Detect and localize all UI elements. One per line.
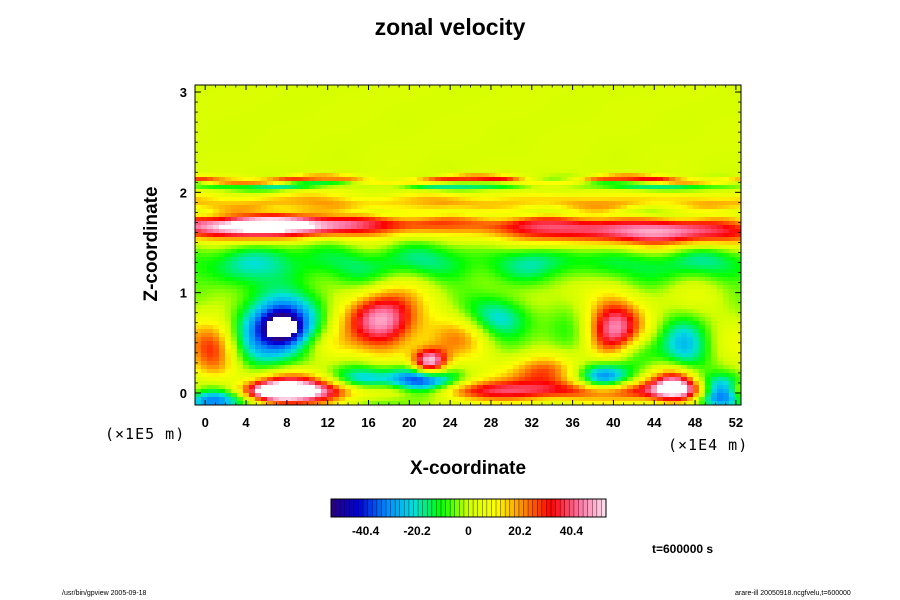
colorbar-segment	[491, 499, 497, 517]
colorbar-segment	[573, 499, 579, 517]
colorbar-segment	[532, 499, 538, 517]
colorbar-tick-label: -20.2	[403, 524, 431, 538]
y-tick-label: 1	[180, 286, 187, 301]
y-axis: 0 1 2 3	[180, 85, 741, 401]
x-tick-label: 36	[565, 415, 579, 430]
y-axis-label: Z-coordinate	[141, 186, 162, 302]
colorbar-tick-label: 0	[465, 524, 472, 538]
x-tick-label: 20	[402, 415, 416, 430]
plot-frame	[194, 84, 742, 406]
colorbar-segment	[441, 499, 447, 517]
y-tick-label: 2	[180, 185, 187, 200]
colorbar-segment	[353, 499, 359, 517]
x-tick-label: 44	[647, 415, 662, 430]
colorbar-segment	[592, 499, 598, 517]
x-tick-label: 28	[484, 415, 498, 430]
x-tick-label: 0	[202, 415, 209, 430]
colorbar-tick-label: 20.2	[508, 524, 532, 538]
x-tick-label: 48	[688, 415, 702, 430]
colorbar-segment	[459, 499, 465, 517]
colorbar-segment	[372, 499, 378, 517]
colorbar-segment	[363, 499, 369, 517]
colorbar-segment	[551, 499, 557, 517]
colorbar-segment	[445, 499, 451, 517]
colorbar-segment	[541, 499, 547, 517]
x-tick-label: 12	[320, 415, 334, 430]
x-tick-label: 32	[525, 415, 539, 430]
colorbar-segment	[509, 499, 515, 517]
colorbar-segment	[537, 499, 543, 517]
x-tick-label: 24	[443, 415, 458, 430]
colorbar-segment	[335, 499, 341, 517]
colorbar-segment	[386, 499, 392, 517]
colorbar-segment	[555, 499, 561, 517]
colorbar-tick-label: 40.4	[560, 524, 584, 538]
colorbar-segment	[468, 499, 474, 517]
colorbar-segment	[583, 499, 589, 517]
colorbar-segment	[349, 499, 355, 517]
colorbar-segment	[546, 499, 552, 517]
heatmap-field	[195, 85, 741, 405]
colorbar-segment	[596, 499, 602, 517]
x-tick-label: 8	[283, 415, 290, 430]
colorbar-segment	[518, 499, 524, 517]
y-tick-label: 0	[180, 386, 187, 401]
colorbar-segment	[569, 499, 575, 517]
x-axis-unit: (×1E4 m)	[668, 436, 749, 454]
colorbar-segment	[528, 499, 534, 517]
colorbar-frame	[330, 498, 607, 518]
colorbar-segment	[436, 499, 442, 517]
colorbar-segment	[505, 499, 511, 517]
chart-title: zonal velocity	[374, 14, 526, 40]
colorbar-segment	[427, 499, 433, 517]
colorbar-segment	[523, 499, 529, 517]
colorbar-segment	[418, 499, 424, 517]
colorbar-segment	[340, 499, 346, 517]
colorbar-segment	[463, 499, 469, 517]
colorbar-segment	[331, 499, 337, 517]
colorbar-segment	[395, 499, 401, 517]
x-tick-label: 4	[242, 415, 250, 430]
colorbar-tick-label: -40.4	[352, 524, 380, 538]
colorbar-segment	[473, 499, 479, 517]
x-tick-label: 40	[606, 415, 620, 430]
colorbar: -40.4 -20.2 0 20.2 40.4	[330, 498, 607, 538]
colorbar-segment	[454, 499, 460, 517]
colorbar-segment	[450, 499, 456, 517]
y-tick-label: 3	[180, 85, 187, 100]
colorbar-segment	[381, 499, 387, 517]
colorbar-segment	[486, 499, 492, 517]
time-label: t=600000 s	[652, 542, 714, 556]
colorbar-segment	[601, 499, 607, 517]
x-axis: 0 4 8 12 16 20 24 28 32 36 40 44 48 52	[202, 85, 743, 430]
colorbar-segment	[367, 499, 373, 517]
colorbar-segment	[500, 499, 506, 517]
footer-file: arare-ill 20050918.ncgfvelu,t=600000	[735, 590, 851, 597]
colorbar-segment	[496, 499, 502, 517]
colorbar-segment	[560, 499, 566, 517]
colorbar-segment	[413, 499, 419, 517]
colorbar-segment	[390, 499, 396, 517]
colorbar-segment	[564, 499, 570, 517]
footer-command: /usr/bin/gpview 2005-09-18	[62, 590, 147, 597]
colorbar-segment	[358, 499, 364, 517]
colorbar-segment	[422, 499, 428, 517]
colorbar-segment	[514, 499, 520, 517]
colorbar-segment	[482, 499, 488, 517]
colorbar-segment	[344, 499, 350, 517]
x-axis-label: X-coordinate	[409, 458, 527, 479]
colorbar-segment	[477, 499, 483, 517]
colorbar-segment	[399, 499, 405, 517]
colorbar-segment	[408, 499, 414, 517]
y-axis-unit: (×1E5 m)	[105, 425, 186, 443]
x-tick-label: 16	[361, 415, 375, 430]
x-tick-label: 52	[729, 415, 743, 430]
colorbar-segment	[431, 499, 437, 517]
colorbar-segment	[578, 499, 584, 517]
colorbar-segment	[587, 499, 593, 517]
colorbar-segment	[404, 499, 410, 517]
colorbar-segment	[376, 499, 382, 517]
